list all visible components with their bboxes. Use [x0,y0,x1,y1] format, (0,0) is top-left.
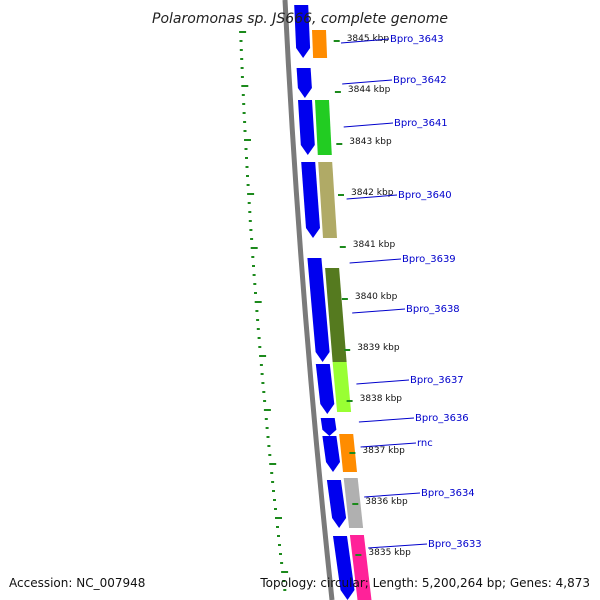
kbp-label: 3836 kbp [365,497,408,507]
gene-label-bpro-3634[interactable]: Bpro_3634 [421,488,475,499]
gene-label-bpro-3640[interactable]: Bpro_3640 [398,190,452,201]
genome-backbone [282,0,335,600]
accession-text: Accession: NC_007948 [9,576,145,590]
kbp-label: 3844 kbp [348,85,391,95]
gene-label-bpro-3639[interactable]: Bpro_3639 [402,254,456,265]
gene-label-bpro-3633[interactable]: Bpro_3633 [428,539,482,550]
forward-gene-arrow[interactable] [315,364,335,414]
kbp-label: 3845 kbp [347,34,390,44]
gene-label-leader [360,442,417,448]
kbp-label: 3838 kbp [360,394,403,404]
gene-label-leader [342,79,393,85]
gene-block[interactable] [315,100,332,155]
map-title: Polaromonas sp. JS666, complete genome [152,11,448,27]
kbp-label: 3835 kbp [368,548,411,558]
gene-block[interactable] [325,268,347,362]
gene-label-leader [352,308,406,314]
gene-block[interactable] [312,30,328,58]
forward-gene-arrow[interactable] [301,162,320,238]
gene-label-leader [356,379,410,385]
tick-marks [239,31,289,591]
gene-label-bpro-3643[interactable]: Bpro_3643 [390,34,444,45]
gene-label-bpro-3642[interactable]: Bpro_3642 [393,75,447,86]
gene-label-leader [364,492,421,498]
gene-block[interactable] [332,362,352,412]
gene-label-bpro-3637[interactable]: Bpro_3637 [410,375,464,386]
gene-label-rnc[interactable]: rnc [417,438,433,449]
kbp-label: 3842 kbp [351,188,394,198]
gene-block[interactable] [318,162,337,238]
gene-label-leader [358,417,415,423]
forward-gene-arrow[interactable] [326,480,347,528]
forward-gene-arrow[interactable] [333,536,355,600]
genome-summary-text: Topology: circular; Length: 5,200,264 bp… [259,576,590,590]
gene-block[interactable] [339,434,357,472]
forward-gene-arrow[interactable] [296,68,312,98]
kbp-label: 3839 kbp [357,343,400,353]
forward-gene-arrow[interactable] [298,100,315,155]
gene-label-leader [340,38,390,44]
forward-gene-arrow[interactable] [322,436,340,472]
gene-label-leader [343,122,394,128]
gene-label-leader [346,194,398,200]
kbp-scale-labels: 3845 kbp 3844 kbp 3843 kbp 3842 kbp 3841 kbp… [333,34,411,558]
gene-label-bpro-3636[interactable]: Bpro_3636 [415,413,469,424]
gene-label-bpro-3641[interactable]: Bpro_3641 [394,118,448,129]
kbp-label: 3843 kbp [349,137,392,147]
gene-block[interactable] [349,535,372,600]
kbp-label: 3841 kbp [353,240,396,250]
gene-label-bpro-3638[interactable]: Bpro_3638 [406,304,460,315]
gene-label-leader [368,543,428,549]
gene-labels: Bpro_3643 Bpro_3642 Bpro_3641 Bpro_3640 Bpro… [340,34,482,550]
gene-label-leader [349,258,402,264]
forward-strand-genes [294,5,355,600]
forward-gene-arrow[interactable] [320,418,337,436]
kbp-label: 3840 kbp [355,292,398,302]
forward-gene-arrow[interactable] [307,258,330,362]
kbp-label: 3837 kbp [362,446,405,456]
forward-gene-arrow[interactable] [294,5,311,58]
